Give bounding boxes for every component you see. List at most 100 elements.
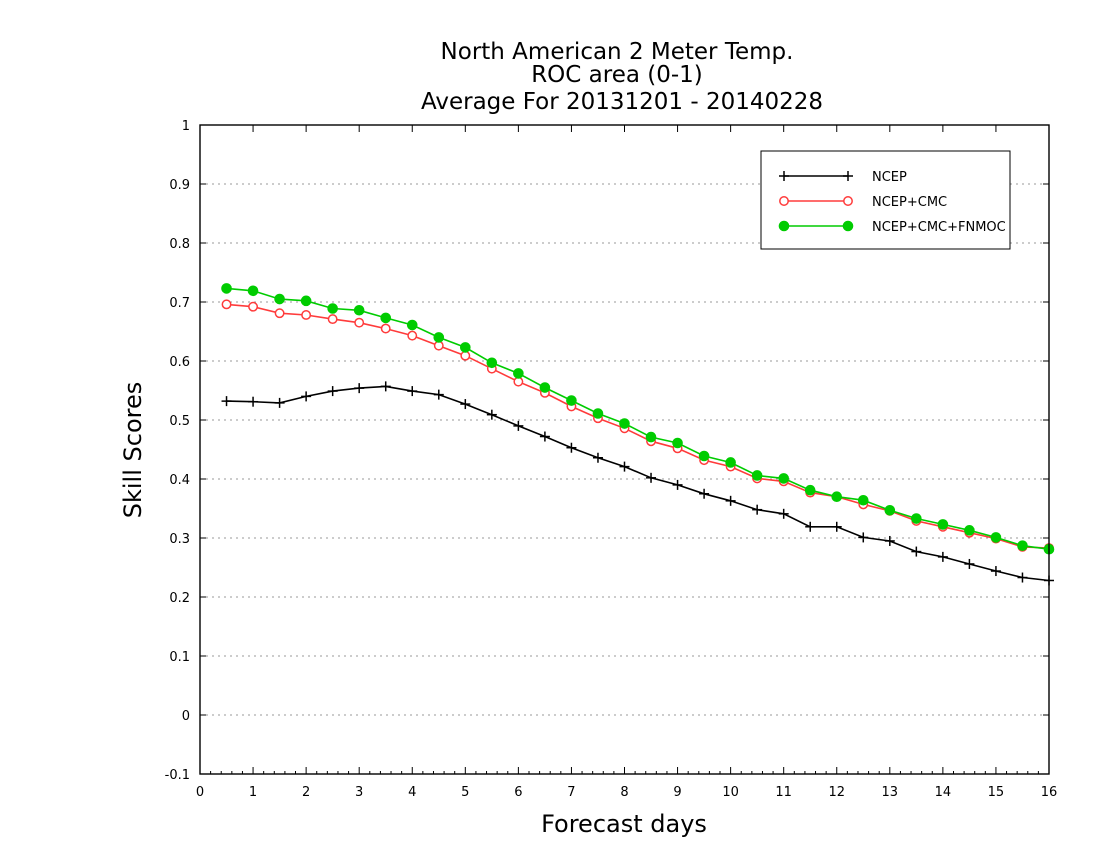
data-point xyxy=(804,484,816,496)
data-point xyxy=(831,521,842,532)
x-tick-label: 9 xyxy=(673,785,681,800)
x-tick-label: 2 xyxy=(302,785,310,800)
data-point xyxy=(592,408,604,419)
data-point xyxy=(300,295,312,307)
data-point xyxy=(725,457,736,468)
data-point xyxy=(513,376,524,387)
x-tick-label: 7 xyxy=(567,785,575,800)
data-point xyxy=(327,386,338,397)
chart-title: North American 2 Meter Temp. ROC area (0… xyxy=(421,39,823,115)
legend-label: NCEP+CMC xyxy=(872,195,947,210)
data-series xyxy=(221,283,1055,586)
axis-ticks: -0.100.10.20.30.40.50.60.70.80.910 1 2 3 4 5 6… xyxy=(165,119,1058,800)
data-point xyxy=(486,357,498,369)
data-point xyxy=(380,381,391,392)
x-tick-label: 15 xyxy=(988,785,1005,800)
data-point xyxy=(619,418,630,429)
legend-entry: NCEP+CMC+FNMOC xyxy=(778,220,1006,235)
y-tick-label: 0 xyxy=(182,709,190,724)
data-point xyxy=(672,437,683,449)
data-point xyxy=(221,299,232,310)
data-point xyxy=(248,396,259,407)
legend-box xyxy=(760,150,1011,250)
data-point xyxy=(301,310,312,320)
data-point xyxy=(353,304,365,316)
x-tick-label: 6 xyxy=(514,785,522,800)
data-point xyxy=(619,461,630,472)
data-point xyxy=(699,488,710,499)
data-point xyxy=(274,397,285,408)
x-tick-label: 0 xyxy=(196,785,204,800)
y-tick-label: 1 xyxy=(182,119,190,134)
x-tick-label: 4 xyxy=(408,785,416,800)
data-point xyxy=(857,494,869,506)
data-point xyxy=(672,479,683,490)
x-tick-label: 3 xyxy=(355,785,363,800)
data-point xyxy=(805,521,816,532)
data-point xyxy=(433,340,444,351)
y-tick-label: 0.6 xyxy=(169,355,190,370)
data-point xyxy=(964,525,975,536)
legend-label: NCEP+CMC+FNMOC xyxy=(872,220,1006,235)
y-tick-label: 0.1 xyxy=(169,650,190,665)
y-tick-label: 0.5 xyxy=(169,414,190,429)
data-point xyxy=(247,285,259,297)
data-point xyxy=(937,551,948,562)
legend-marker xyxy=(779,196,789,206)
data-point xyxy=(725,495,736,506)
data-point xyxy=(884,535,895,546)
x-tick-label: 12 xyxy=(828,785,845,800)
series-ncep xyxy=(221,381,1054,586)
data-point xyxy=(407,330,418,341)
data-point xyxy=(937,519,949,530)
data-point xyxy=(513,368,524,379)
x-tick-label: 8 xyxy=(620,785,628,800)
legend-marker xyxy=(779,171,789,181)
data-point xyxy=(513,420,524,431)
chart-title-line-3: Average For 20131201 - 20140228 xyxy=(421,89,823,115)
data-point xyxy=(354,317,365,328)
x-tick-label: 14 xyxy=(935,785,952,800)
chart-title-line-1: North American 2 Meter Temp. xyxy=(441,39,794,65)
series-ncep-cmc-fnmoc xyxy=(221,283,1055,555)
data-point xyxy=(460,350,471,361)
data-point xyxy=(1017,540,1028,551)
y-tick-label: 0.9 xyxy=(169,178,190,193)
data-point xyxy=(566,395,577,406)
data-point xyxy=(354,383,365,394)
data-point xyxy=(407,386,418,397)
legend-marker xyxy=(778,220,790,232)
data-point xyxy=(486,409,497,420)
legend: NCEP NCEP+CMC NCEP+CMC+FNMOC xyxy=(760,150,1011,250)
data-point xyxy=(380,323,391,334)
data-point xyxy=(778,473,789,484)
x-tick-label: 11 xyxy=(775,785,792,800)
data-point xyxy=(433,332,445,343)
data-point xyxy=(778,508,789,519)
chart-title-line-2: ROC area (0-1) xyxy=(531,62,703,88)
data-point xyxy=(406,319,418,331)
x-tick-label: 16 xyxy=(1041,785,1058,800)
legend-marker xyxy=(843,171,853,181)
data-point xyxy=(460,399,471,410)
legend-entry: NCEP xyxy=(779,170,907,185)
data-point xyxy=(751,470,763,481)
data-point xyxy=(646,472,657,483)
data-point xyxy=(990,532,1002,543)
y-tick-label: 0.3 xyxy=(169,532,190,547)
legend-marker xyxy=(842,220,854,232)
x-tick-label: 10 xyxy=(722,785,739,800)
data-point xyxy=(248,301,259,312)
data-point xyxy=(539,431,550,442)
data-point xyxy=(990,566,1001,577)
data-point xyxy=(858,532,869,543)
data-point xyxy=(221,396,232,407)
x-axis-label: Forecast days xyxy=(541,810,707,838)
legend-label: NCEP xyxy=(872,170,907,185)
data-point xyxy=(460,342,471,353)
y-tick-label: 0.8 xyxy=(169,237,190,252)
plot-frame xyxy=(199,124,1050,775)
